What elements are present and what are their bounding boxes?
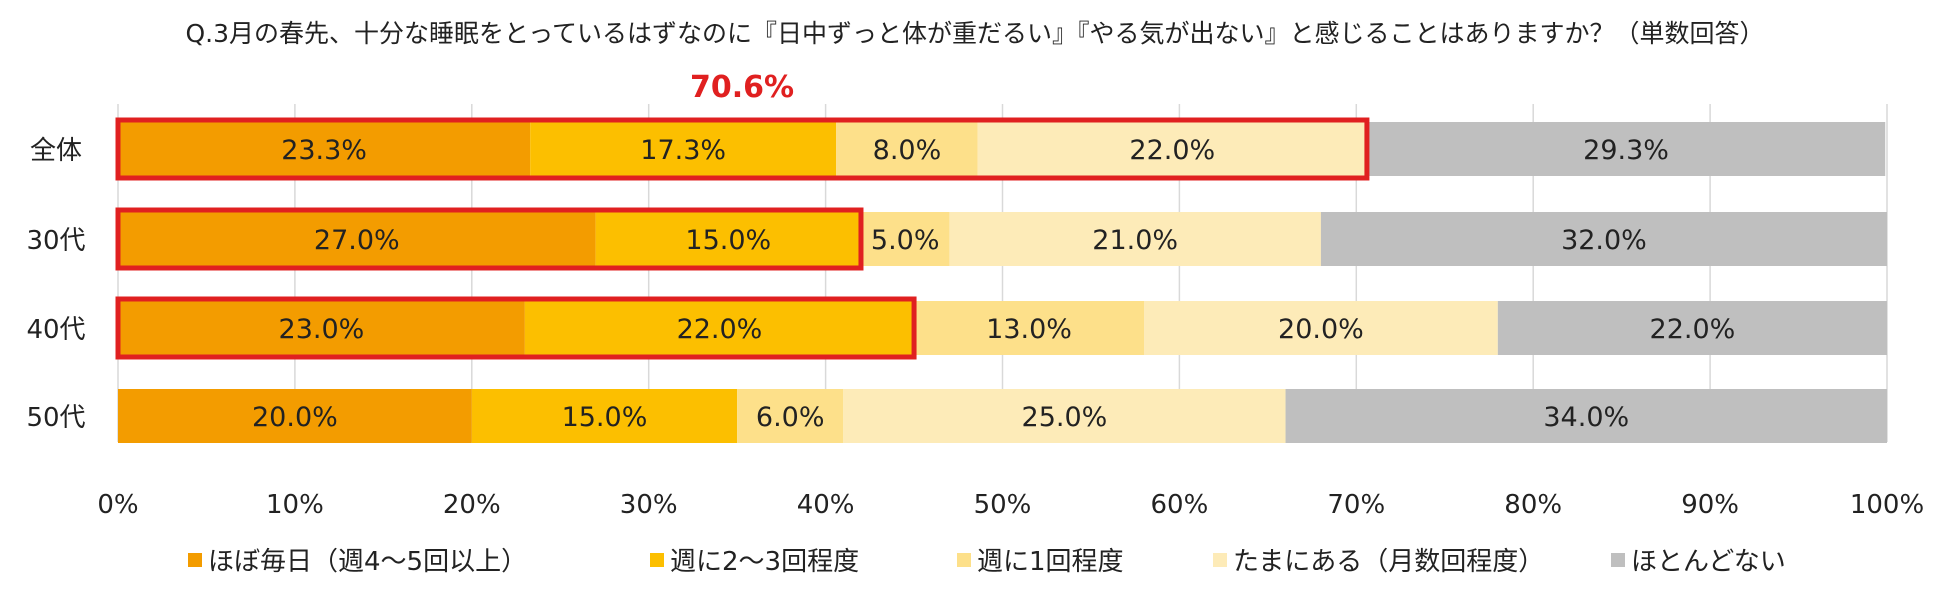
bar-segment <box>737 389 844 443</box>
legend-label: 週に2～3回程度 <box>670 547 859 577</box>
segment-label: 29.3% <box>1583 135 1669 166</box>
legend-swatch <box>1213 553 1227 567</box>
segment-label: 34.0% <box>1543 402 1629 433</box>
x-tick-label: 30% <box>620 490 678 520</box>
bar-segment <box>118 122 531 176</box>
segment-labels: 23.3% 17.3% 8.0% 22.0% 29.3% 27.0% 15.0% 5.0% 21… <box>252 135 1735 433</box>
highlight-boxes <box>115 117 1370 360</box>
segment-label: 15.0% <box>685 225 771 256</box>
highlight-total-label: 70.6% <box>690 70 794 105</box>
x-tick-label: 50% <box>974 490 1032 520</box>
segment-label: 5.0% <box>871 225 940 256</box>
legend-swatch <box>650 553 664 567</box>
segment-label: 22.0% <box>1129 135 1215 166</box>
highlight-box <box>115 207 864 271</box>
category-label: 30代 <box>26 226 85 256</box>
bar-segment <box>860 212 950 266</box>
x-tick-label: 20% <box>443 490 501 520</box>
bar-segment <box>1497 301 1887 355</box>
bar-segments <box>118 122 1887 443</box>
bar-segment <box>530 122 837 176</box>
bar-segment <box>1320 212 1887 266</box>
bar-segment <box>118 389 472 443</box>
legend-label: ほとんどない <box>1631 547 1786 577</box>
bar-segment <box>1366 122 1886 176</box>
legend-label: 週に1回程度 <box>977 547 1124 577</box>
highlight-box <box>115 117 1370 181</box>
segment-label: 25.0% <box>1022 402 1108 433</box>
segment-label: 20.0% <box>1278 314 1364 345</box>
x-tick-label: 60% <box>1151 490 1209 520</box>
bar-segment <box>836 122 978 176</box>
bar-segment <box>949 212 1321 266</box>
segment-label: 8.0% <box>873 135 942 166</box>
segment-label: 17.3% <box>640 135 726 166</box>
bar-segment <box>977 122 1367 176</box>
x-tick-label: 0% <box>97 490 138 520</box>
highlight-box <box>115 296 917 360</box>
bar-segment <box>1285 389 1887 443</box>
x-tick-label: 90% <box>1681 490 1739 520</box>
x-tick-label: 40% <box>797 490 855 520</box>
bar-segment <box>1144 301 1498 355</box>
legend-swatch <box>1611 553 1625 567</box>
segment-label: 32.0% <box>1561 225 1647 256</box>
segment-label: 23.3% <box>281 135 367 166</box>
segment-label: 21.0% <box>1092 225 1178 256</box>
x-tick-label: 70% <box>1327 490 1385 520</box>
category-label: 50代 <box>26 403 85 433</box>
segment-label: 22.0% <box>1650 314 1736 345</box>
segment-label: 20.0% <box>252 402 338 433</box>
segment-label: 6.0% <box>756 402 825 433</box>
bar-segment <box>118 212 596 266</box>
bar-segment <box>118 301 525 355</box>
legend-swatch <box>188 553 202 567</box>
segment-label: 13.0% <box>986 314 1072 345</box>
category-label: 40代 <box>26 315 85 345</box>
segment-label: 15.0% <box>562 402 648 433</box>
category-labels: 全体 30代 40代 50代 <box>26 136 85 433</box>
legend: ほぼ毎日（週4～5回以上） 週に2～3回程度 週に1回程度 たまにある（月数回程度） ほ… <box>188 547 1786 577</box>
segment-label: 22.0% <box>677 314 763 345</box>
bar-segment <box>914 301 1145 355</box>
bar-segment <box>843 389 1286 443</box>
x-tick-label: 80% <box>1504 490 1562 520</box>
bar-segment <box>524 301 915 355</box>
x-tick-label: 100% <box>1850 490 1924 520</box>
bar-segment <box>471 389 738 443</box>
legend-label: ほぼ毎日（週4～5回以上） <box>208 547 527 577</box>
bar-segment <box>595 212 861 266</box>
legend-swatch <box>957 553 971 567</box>
x-tick-label: 10% <box>266 490 324 520</box>
chart-title: Q.3月の春先、十分な睡眠をとっているはずなのに『日中ずっと体が重だるい』『やる… <box>185 19 1764 48</box>
segment-label: 27.0% <box>314 225 400 256</box>
category-label: 全体 <box>30 136 82 166</box>
segment-label: 23.0% <box>279 314 365 345</box>
x-tick-labels: 0% 10% 20% 30% 40% 50% 60% 70% 80% 90% 100% <box>97 490 1924 520</box>
legend-label: たまにある（月数回程度） <box>1233 547 1544 577</box>
